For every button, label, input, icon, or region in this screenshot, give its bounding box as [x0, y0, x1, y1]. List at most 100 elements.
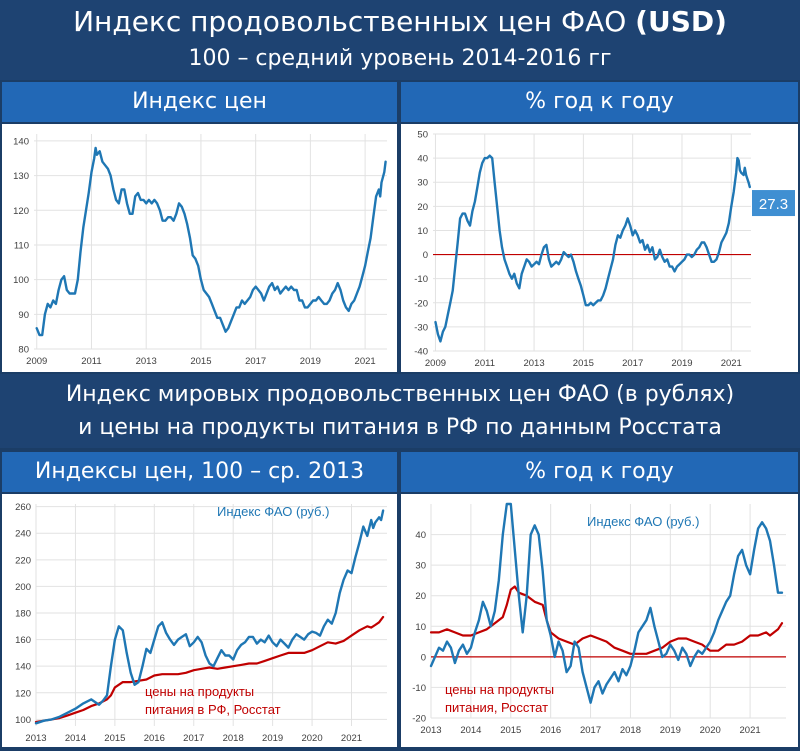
legend-rf-food-line2: питания в РФ, Росстат: [145, 702, 281, 717]
middle-banner: Индекс мировых продовольственных цен ФАО…: [0, 374, 800, 448]
x-tick-label: 2013: [420, 725, 441, 736]
main-title-currency: (USD): [635, 5, 727, 38]
panel-header-yoy: % год к году: [401, 82, 798, 122]
middle-title-line1: Индекс мировых продовольственных цен ФАО…: [65, 382, 735, 407]
y-tick-label: 140: [13, 136, 29, 147]
x-tick-label: 2021: [740, 725, 761, 736]
y-tick-label: 40: [417, 154, 428, 165]
y-tick-label: 140: [15, 662, 31, 673]
x-tick-label: 2018: [620, 725, 641, 736]
legend-rf-food-yoy-line1: цены на продукты: [445, 682, 554, 697]
y-tick-label: 0: [423, 250, 428, 261]
x-tick-label: 2021: [721, 358, 742, 369]
x-tick-label: 2019: [671, 358, 692, 369]
x-tick-label: 2017: [622, 358, 643, 369]
y-tick-label: 130: [13, 171, 29, 182]
series-line-fao: [434, 154, 751, 343]
chart-panel-rub-yoy: -20 -10 0 10 20 30 40 2013 2014 2015 2016 2017 2018 2…: [401, 494, 798, 747]
x-tick-label: 2011: [81, 356, 101, 367]
y-tick-label: -30: [414, 322, 428, 333]
panel-header-price-index: Индекс цен: [2, 82, 397, 122]
top-banner: Индекс продовольственных цен ФАО (USD) 1…: [0, 0, 800, 80]
main-title-text: Индекс продовольственных цен ФАО: [73, 5, 636, 38]
y-tick-label: 50: [417, 130, 428, 141]
x-tick-label: 2009: [425, 358, 446, 369]
legend-fao-rub-yoy: Индекс ФАО (руб.): [587, 514, 699, 529]
x-tick-label: 2015: [104, 733, 125, 744]
legend-rf-food-line1: цены на продукты: [145, 684, 254, 699]
y-tick-label: -10: [414, 274, 428, 285]
x-tick-label: 2017: [183, 733, 204, 744]
x-tick-label: 2013: [136, 356, 157, 367]
series-line-fao: [34, 509, 385, 725]
last-value-callout: [752, 190, 795, 217]
panel-header-rub-yoy: % год к году: [401, 452, 798, 492]
x-tick-label: 2019: [262, 733, 283, 744]
x-tick-label: 2021: [355, 356, 376, 367]
x-tick-label: 2018: [223, 733, 244, 744]
y-tick-label: 30: [415, 561, 426, 572]
x-tick-label: 2020: [301, 733, 322, 744]
x-tick-label: 2016: [144, 733, 165, 744]
x-tick-label: 2015: [573, 358, 594, 369]
y-tick-label: 220: [15, 555, 31, 566]
y-tick-label: 260: [15, 502, 31, 513]
y-tick-label: 120: [13, 206, 29, 217]
x-tick-label: 2013: [523, 358, 544, 369]
y-tick-label: 80: [18, 345, 29, 356]
x-tick-label: 2017: [580, 725, 601, 736]
y-tick-label: 100: [13, 275, 29, 286]
x-tick-label: 2014: [460, 725, 481, 736]
y-tick-label: -10: [412, 683, 426, 694]
x-tick-label: 2019: [300, 356, 321, 367]
y-tick-label: 120: [15, 688, 31, 699]
rub-indices-chart: 100 120 140 160 180 200 220 240 260 2013 2014 2015 2…: [15, 502, 387, 744]
x-tick-label: 2015: [500, 725, 521, 736]
chart-panel-fao-usd-index: 80 90 100 110 120 130 140 2009 2011 2013 2015 2017 2…: [2, 124, 397, 372]
y-tick-label: 160: [15, 635, 31, 646]
y-tick-label: 10: [417, 226, 428, 237]
y-tick-label: 90: [18, 310, 29, 321]
main-subtitle: 100 – средний уровень 2014-2016 гг: [188, 46, 612, 71]
y-tick-label: 240: [15, 529, 31, 540]
x-tick-label: 2021: [341, 733, 362, 744]
series-line-fao: [35, 146, 387, 337]
plot-layer: 100 120 140 160 180 200 220 240 260 2013 2014 2015 2…: [15, 502, 387, 744]
x-tick-label: 2017: [245, 356, 266, 367]
y-tick-label: 40: [415, 530, 426, 541]
y-tick-label: -40: [414, 347, 428, 358]
x-tick-label: 2015: [190, 356, 211, 367]
last-value-callout-text: 27.3: [759, 196, 788, 213]
y-tick-label: 0: [421, 652, 426, 663]
x-tick-label: 2011: [475, 358, 495, 369]
y-tick-label: 110: [14, 240, 29, 251]
legend-rf-food-yoy-line2: питания, Росстат: [445, 700, 548, 715]
y-tick-label: -20: [412, 714, 426, 725]
middle-title-line2: и цены на продукты питания в РФ по данны…: [78, 415, 722, 440]
x-tick-label: 2009: [26, 356, 47, 367]
plot-layer: -20 -10 0 10 20 30 40 2013 2014 2015 2016 2017 2018 2…: [412, 502, 786, 736]
x-tick-label: 2020: [700, 725, 721, 736]
series-line-rf-food: [429, 585, 784, 655]
y-tick-label: 100: [15, 715, 31, 726]
panel-header-rub-indices: Индексы цен, 100 – ср. 2013: [2, 452, 397, 492]
y-tick-label: 180: [15, 609, 31, 620]
y-tick-label: -20: [414, 298, 428, 309]
y-tick-label: 30: [417, 178, 428, 189]
y-tick-label: 200: [15, 582, 31, 593]
y-tick-label: 10: [415, 622, 426, 633]
series-line-fao: [429, 502, 784, 704]
chart-panel-fao-usd-yoy: 50 40 30 20 10 0 -10 -20 -30 -40 2009 2011 2013 2015 2…: [401, 124, 798, 372]
x-tick-label: 2016: [540, 725, 561, 736]
y-tick-label: 20: [417, 202, 428, 213]
x-tick-label: 2013: [25, 733, 46, 744]
y-tick-label: 20: [415, 591, 426, 602]
main-title: Индекс продовольственных цен ФАО (USD): [0, 0, 800, 44]
legend-fao-rub: Индекс ФАО (руб.): [217, 504, 329, 519]
rub-yoy-chart: -20 -10 0 10 20 30 40 2013 2014 2015 2016 2017 2018 2…: [412, 502, 786, 736]
chart-panel-rub-indices: 100 120 140 160 180 200 220 240 260 2013 2014 2015 2…: [2, 494, 397, 747]
fao-usd-index-chart: 80 90 100 110 120 130 140 2009 2011 2013 2015 2017 2…: [13, 134, 387, 367]
x-tick-label: 2019: [660, 725, 681, 736]
